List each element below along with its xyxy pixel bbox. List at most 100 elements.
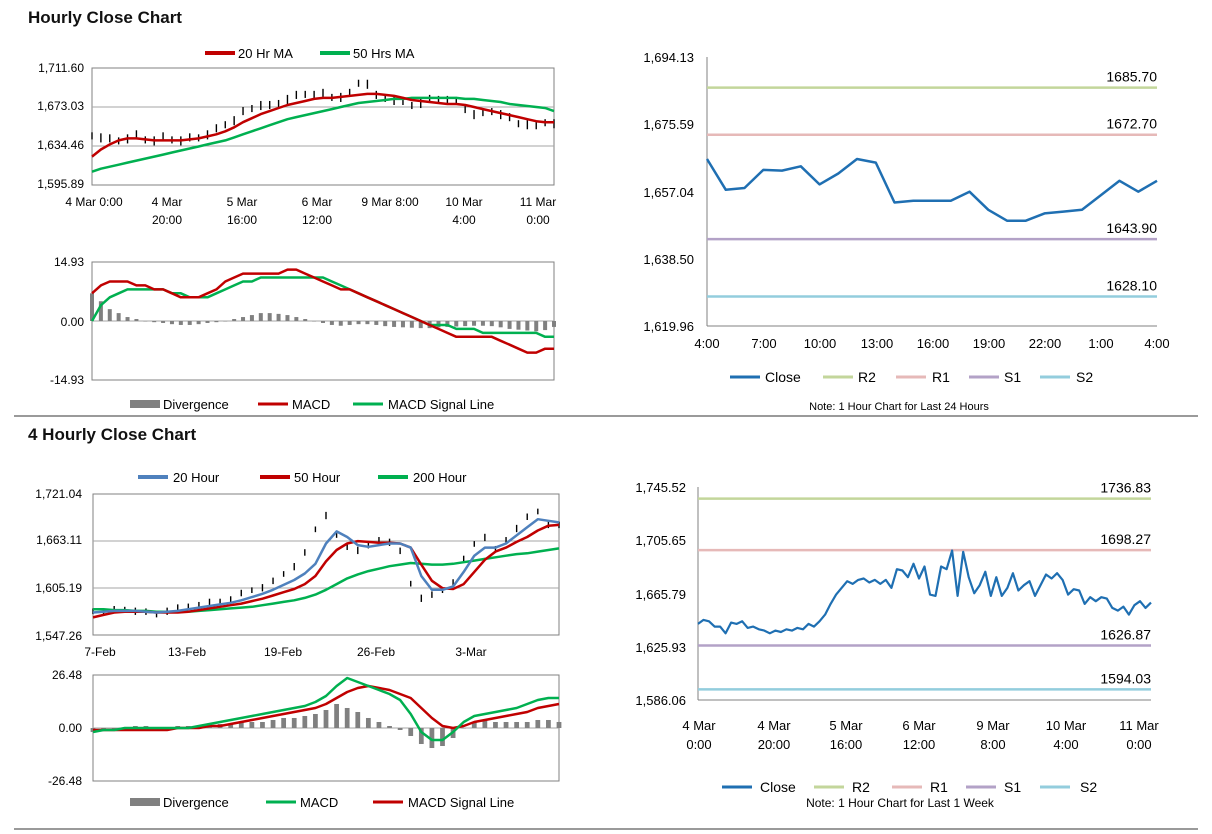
x-tick: 13-Feb <box>168 645 206 659</box>
divergence-bar <box>321 321 325 323</box>
signal-line <box>90 276 554 339</box>
legend-close-label: Close <box>760 779 796 795</box>
divergence-bar <box>516 321 521 330</box>
divergence-bar <box>408 728 414 737</box>
legend-20hr-ma-label: 20 Hr MA <box>238 46 293 61</box>
x-tick: 16:00 <box>917 336 950 351</box>
legend-200-hour-label: 200 Hour <box>413 470 467 485</box>
signal-line <box>93 684 560 732</box>
hourly-24h-x-axis: 4:00 7:00 10:00 13:00 16:00 19:00 22:00 … <box>694 336 1169 351</box>
x-tick: 4 Mar 0:00 <box>65 195 123 209</box>
divergence-bar <box>463 321 468 327</box>
divergence-bar <box>535 719 541 728</box>
y-tick: 1,595.89 <box>37 177 84 191</box>
x-tick: 6 Mar <box>902 718 936 733</box>
legend-20-hour-label: 20 Hour <box>173 470 220 485</box>
x-tick: 3-Mar <box>455 645 486 659</box>
legend-s1-label: S1 <box>1004 369 1021 385</box>
level-label-s2: 1628.10 <box>1106 277 1157 293</box>
divergence-bar <box>334 703 339 728</box>
divergence-bar <box>418 728 424 745</box>
divergence-bar <box>205 321 210 323</box>
x-tick: 6 Mar <box>302 195 333 209</box>
x-tick: 7-Feb <box>84 645 116 659</box>
divergence-bar <box>260 721 265 728</box>
x-tick: 4 Mar <box>152 195 183 209</box>
y-tick: 1,705.65 <box>635 533 686 548</box>
four-hourly-macd-y-axis: 26.48 0.00 -26.48 <box>48 668 82 788</box>
x-tick: 12:00 <box>302 213 332 227</box>
close-line <box>705 157 1158 222</box>
legend-r1-label: R1 <box>930 779 948 795</box>
divergence-bar <box>543 321 548 331</box>
x-tick: 0:00 <box>526 213 550 227</box>
divergence-bar <box>514 721 520 728</box>
divergence-bar <box>281 717 287 728</box>
divergence-bar <box>312 321 317 322</box>
divergence-bar <box>493 721 498 728</box>
y-tick: -26.48 <box>48 774 82 788</box>
x-tick: 4:00 <box>1144 336 1169 351</box>
four-hourly-week-plot: 1736.83 1698.27 1626.87 1594.03 <box>697 480 1152 701</box>
divergence-bar <box>344 707 350 728</box>
hourly-price-plot <box>91 67 555 186</box>
macd-line <box>92 676 559 742</box>
y-tick: 1,547.26 <box>35 629 82 643</box>
y-tick: 0.00 <box>61 315 85 329</box>
four-hourly-price-plot <box>92 493 560 636</box>
divergence-bar <box>400 321 405 328</box>
divergence-bar <box>241 317 246 321</box>
divergence-bar <box>291 717 297 728</box>
y-tick: 1,745.52 <box>635 480 686 495</box>
hourly-price-chart: 20 Hr MA 50 Hrs MA 1,711.60 1,673.03 1,6… <box>37 46 556 227</box>
legend-s2-label: S2 <box>1076 369 1093 385</box>
divergence-bar <box>480 321 485 326</box>
macd-line <box>91 268 554 354</box>
y-tick: 1,673.03 <box>37 99 84 113</box>
four-hourly-week-y-axis: 1,745.52 1,705.65 1,665.79 1,625.93 1,58… <box>635 480 686 708</box>
legend-s1-label: S1 <box>1004 779 1021 795</box>
legend-divergence-swatch <box>130 798 160 806</box>
x-tick: 12:00 <box>903 737 936 752</box>
y-tick: 1,625.93 <box>635 640 686 655</box>
x-tick: 9 Mar <box>976 718 1010 733</box>
divergence-bar <box>387 725 392 728</box>
legend-close-label: Close <box>765 369 801 385</box>
divergence-bar <box>429 728 435 749</box>
divergence-bar <box>534 321 539 332</box>
divergence-bar <box>223 321 228 322</box>
ma-50-line <box>91 96 555 173</box>
hourly-price-y-axis: 1,711.60 1,673.03 1,634.46 1,595.89 <box>37 61 84 191</box>
hourly-macd-plot <box>90 261 556 381</box>
level-label-s2: 1594.03 <box>1100 670 1151 686</box>
legend-signal-label: MACD Signal Line <box>388 397 494 412</box>
x-tick: 0:00 <box>686 737 711 752</box>
y-tick: 1,619.96 <box>643 319 694 334</box>
divergence-bar <box>376 721 382 728</box>
divergence-bar <box>524 721 530 728</box>
y-tick: 0.00 <box>59 721 83 735</box>
divergence-bar <box>471 721 477 728</box>
divergence-bar <box>270 719 276 728</box>
hourly-24h-legend: Close R2 R1 S1 S2 <box>730 369 1093 385</box>
level-label-s1: 1643.90 <box>1106 220 1157 236</box>
four-hourly-week-chart: 1,745.52 1,705.65 1,665.79 1,625.93 1,58… <box>635 480 1159 810</box>
divergence-bar <box>546 719 551 728</box>
four-hourly-price-x-axis: 7-Feb 13-Feb 19-Feb 26-Feb 3-Mar <box>84 645 486 659</box>
divergence-bar <box>214 321 219 323</box>
plot-frame <box>92 493 560 636</box>
divergence-bar <box>313 713 318 728</box>
divergence-bar <box>503 721 509 728</box>
x-tick: 11 Mar <box>1119 718 1159 733</box>
four-hourly-week-legend: Close R2 R1 S1 S2 <box>722 779 1097 795</box>
legend-s2-label: S2 <box>1080 779 1097 795</box>
hourly-24h-y-axis: 1,694.13 1,675.59 1,657.04 1,638.50 1,61… <box>643 50 694 334</box>
divergence-bar <box>418 321 423 329</box>
divergence-bar <box>294 317 299 321</box>
ma-20-line <box>91 92 554 158</box>
x-tick: 10 Mar <box>1046 718 1087 733</box>
hourly-price-x-axis: 4 Mar 0:00 4 Mar 20:00 5 Mar 16:00 6 Mar… <box>65 195 556 227</box>
level-label-r2: 1685.70 <box>1106 69 1157 85</box>
ma-50-line <box>92 523 560 619</box>
four-hourly-macd-chart: 26.48 0.00 -26.48 Divergence MACD MACD S… <box>48 668 562 810</box>
